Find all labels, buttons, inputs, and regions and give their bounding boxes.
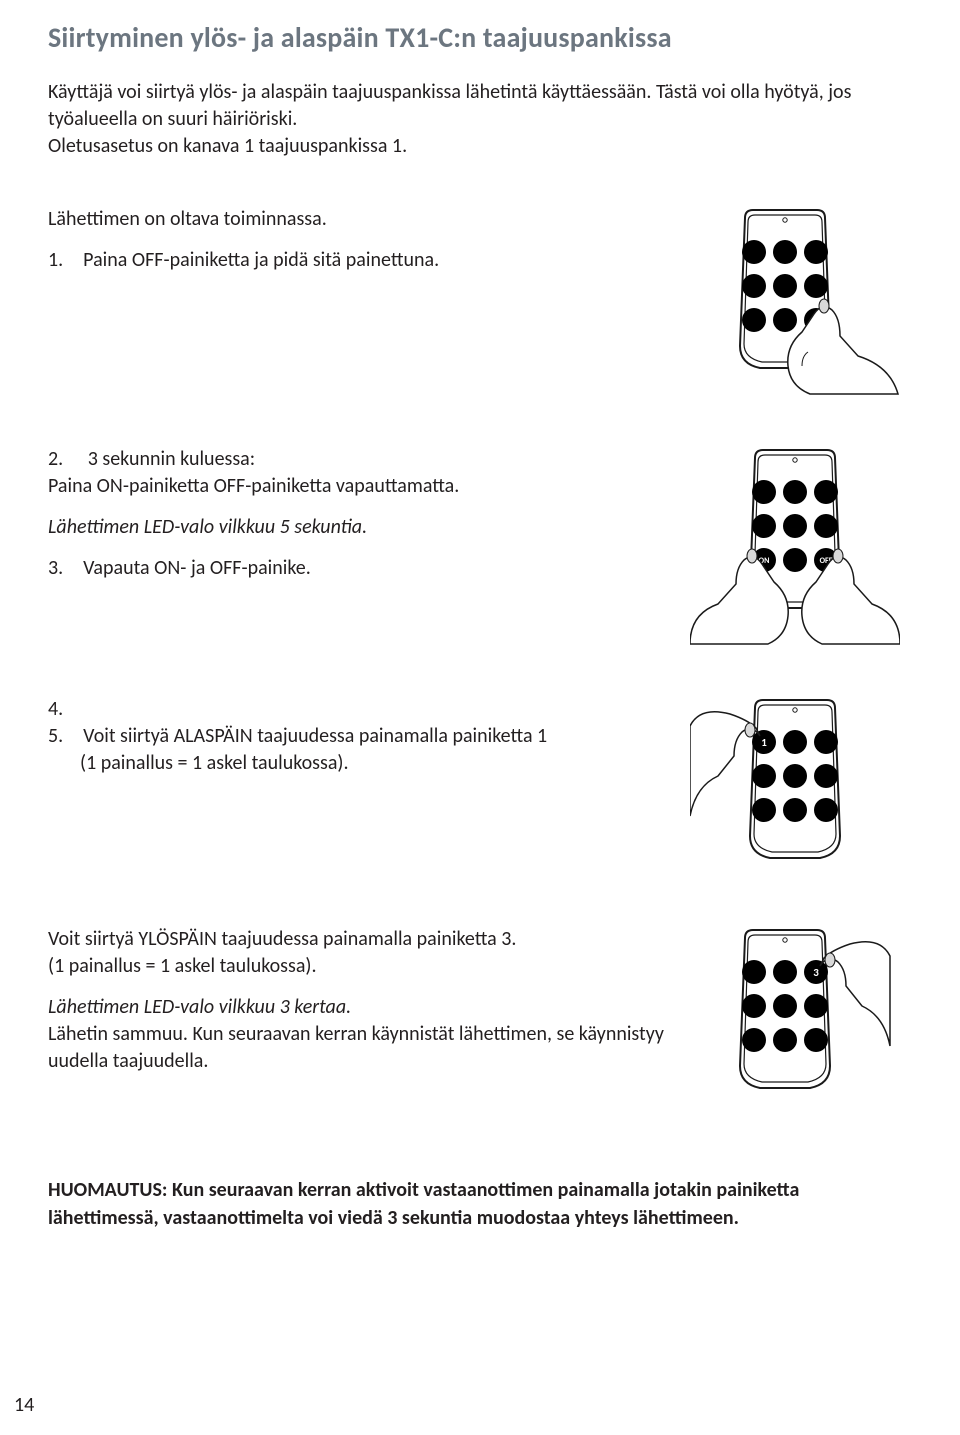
step-2a: 2. 3 sekunnin kuluessa:: [48, 446, 670, 473]
step-1-text: Lähettimen on oltava toiminnassa. 1. Pai…: [48, 206, 690, 288]
step-1-row: Lähettimen on oltava toiminnassa. 1. Pai…: [48, 206, 900, 396]
up-italic: Lähettimen LED-valo vilkkuu 3 kertaa.: [48, 994, 670, 1021]
remote-illustration-off: OFF: [690, 206, 900, 396]
page-title: Siirtyminen ylös- ja alaspäin TX1-C:n ta…: [48, 20, 900, 55]
figure-button-3: 3: [690, 926, 900, 1106]
remote-illustration-3: 3: [690, 926, 900, 1106]
note-paragraph: HUOMAUTUS: Kun seuraavan kerran aktivoit…: [48, 1176, 888, 1232]
step-1b: 1. Paina OFF-painiketta ja pidä sitä pai…: [48, 247, 670, 274]
manual-page: Siirtyminen ylös- ja alaspäin TX1-C:n ta…: [0, 0, 960, 1435]
note-label: HUOMAUTUS:: [48, 1178, 167, 1202]
step-5: 5. Voit siirtyä ALASPÄIN taajuudessa pai…: [48, 723, 670, 777]
step-2-italic: Lähettimen LED-valo vilkkuu 5 sekuntia.: [48, 514, 670, 541]
step-2-text: 2. 3 sekunnin kuluessa: Paina ON-painike…: [48, 446, 690, 596]
remote-illustration-on-off: ON OFF: [690, 446, 900, 646]
intro-paragraph: Käyttäjä voi siirtyä ylös- ja alaspäin t…: [48, 79, 868, 160]
figure-button-1: 1: [690, 696, 900, 876]
figure-off: OFF: [690, 206, 900, 396]
three-label: 3: [813, 966, 819, 979]
step-up-row: Voit siirtyä YLÖSPÄIN taajuudessa painam…: [48, 926, 900, 1106]
step-up-text: Voit siirtyä YLÖSPÄIN taajuudessa painam…: [48, 926, 690, 1089]
step-2b: Paina ON-painiketta OFF-painiketta vapau…: [48, 473, 670, 500]
up-a: Voit siirtyä YLÖSPÄIN taajuudessa painam…: [48, 926, 670, 953]
intro-text: Käyttäjä voi siirtyä ylös- ja alaspäin t…: [48, 80, 851, 131]
up-c: Lähetin sammuu. Kun seuraavan kerran käy…: [48, 1021, 670, 1075]
step-1a: Lähettimen on oltava toiminnassa.: [48, 206, 670, 233]
one-label: 1: [761, 736, 767, 749]
up-b: (1 painallus = 1 askel taulukossa).: [48, 953, 670, 980]
step-3: 3. Vapauta ON- ja OFF-painike.: [48, 555, 670, 582]
default-setting-text: Oletusasetus on kanava 1 taajuuspankissa…: [48, 134, 407, 158]
step-45-text: 4. 5. Voit siirtyä ALASPÄIN taajuudessa …: [48, 696, 690, 791]
step-45-row: 4. 5. Voit siirtyä ALASPÄIN taajuudessa …: [48, 696, 900, 876]
step-4: 4.: [48, 696, 670, 723]
remote-illustration-1: 1: [690, 696, 900, 876]
page-number: 14: [14, 1393, 34, 1417]
figure-on-off: ON OFF: [690, 446, 900, 646]
step-2-row: 2. 3 sekunnin kuluessa: Paina ON-painike…: [48, 446, 900, 646]
